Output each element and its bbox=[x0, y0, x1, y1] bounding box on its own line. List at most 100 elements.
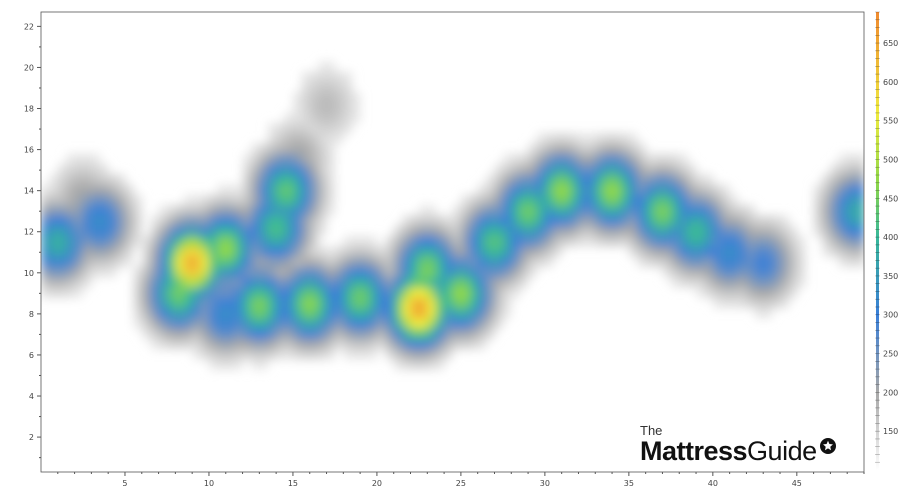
heat-cell bbox=[183, 194, 193, 206]
heat-cell bbox=[511, 194, 521, 206]
heat-cell bbox=[687, 256, 697, 268]
heat-cell bbox=[41, 215, 50, 227]
heat-cell bbox=[234, 235, 244, 247]
heat-cell bbox=[754, 287, 764, 299]
heat-cell bbox=[74, 287, 84, 299]
heat-cell bbox=[175, 225, 185, 237]
heat-cell bbox=[385, 307, 395, 319]
heat-cell bbox=[486, 235, 496, 247]
star-icon bbox=[822, 440, 833, 451]
heat-cell bbox=[91, 174, 101, 186]
heat-cell bbox=[855, 225, 864, 237]
heat-cell bbox=[687, 225, 697, 237]
heat-cell bbox=[225, 205, 235, 216]
heat-cell bbox=[469, 225, 479, 237]
heat-cell bbox=[460, 317, 470, 329]
heat-cell bbox=[746, 205, 756, 216]
heat-cell bbox=[259, 205, 269, 216]
heat-cell bbox=[309, 205, 319, 216]
heat-cell bbox=[771, 276, 781, 288]
heat-cell bbox=[318, 276, 328, 288]
heat-cell bbox=[578, 205, 588, 216]
heat-cell bbox=[469, 328, 479, 340]
heat-cell bbox=[133, 225, 143, 237]
heat-cell bbox=[822, 215, 832, 227]
heat-cell bbox=[343, 112, 353, 124]
heat-cell bbox=[284, 143, 294, 155]
heat-cell bbox=[99, 174, 109, 186]
heat-cell bbox=[838, 153, 848, 165]
heat-cell bbox=[620, 143, 630, 155]
heat-cell bbox=[124, 205, 134, 216]
heat-cell bbox=[82, 205, 92, 216]
heat-cell bbox=[771, 235, 781, 247]
heat-cell bbox=[528, 143, 538, 155]
heat-cell bbox=[444, 338, 454, 350]
heat-cell bbox=[679, 194, 689, 206]
heat-cell bbox=[746, 256, 756, 268]
heat-cell bbox=[301, 215, 311, 227]
heat-cell bbox=[66, 153, 76, 165]
heat-cell bbox=[267, 235, 277, 247]
heat-cell bbox=[183, 215, 193, 227]
heat-cell bbox=[696, 184, 706, 196]
heat-cell bbox=[217, 287, 227, 299]
heat-cell bbox=[586, 163, 596, 175]
heat-cell bbox=[645, 246, 655, 257]
heat-cell bbox=[234, 205, 244, 216]
heat-cell bbox=[460, 215, 470, 227]
heat-cell bbox=[309, 153, 319, 165]
heat-cell bbox=[855, 194, 864, 206]
heat-cell bbox=[49, 256, 59, 268]
heat-cell bbox=[729, 297, 739, 309]
plot-frame bbox=[40, 11, 865, 473]
heat-cell bbox=[225, 276, 235, 288]
heat-cell bbox=[385, 317, 395, 329]
heat-cell bbox=[444, 328, 454, 340]
heat-cell bbox=[292, 317, 302, 329]
heat-cell bbox=[486, 194, 496, 206]
heat-cell bbox=[637, 163, 647, 175]
heat-cell bbox=[712, 225, 722, 237]
heat-cell bbox=[82, 153, 92, 165]
heat-cell bbox=[771, 246, 781, 257]
heat-cell bbox=[368, 235, 378, 247]
heat-cell bbox=[309, 174, 319, 186]
heat-cell bbox=[74, 163, 84, 175]
heat-cell bbox=[217, 246, 227, 257]
heat-cell bbox=[494, 287, 504, 299]
heat-cell bbox=[729, 266, 739, 278]
heat-cell bbox=[116, 256, 126, 268]
heat-cell bbox=[570, 133, 580, 145]
heat-cell bbox=[292, 215, 302, 227]
heat-cell bbox=[586, 235, 596, 247]
heat-cell bbox=[225, 297, 235, 309]
heat-cells bbox=[41, 61, 864, 370]
heat-cell bbox=[57, 174, 67, 186]
heat-cell bbox=[66, 205, 76, 216]
heat-cell bbox=[494, 235, 504, 247]
heat-cell bbox=[234, 266, 244, 278]
heat-cell bbox=[183, 225, 193, 237]
heat-cell bbox=[309, 112, 319, 124]
heat-cell bbox=[57, 276, 67, 288]
heat-cell bbox=[410, 256, 420, 268]
heat-cell bbox=[259, 359, 269, 370]
heat-cell bbox=[301, 133, 311, 145]
heat-cell bbox=[267, 174, 277, 186]
heat-cell bbox=[418, 287, 428, 299]
heat-cell bbox=[234, 328, 244, 340]
heat-cell bbox=[158, 276, 168, 288]
heat-cell bbox=[91, 246, 101, 257]
heat-cell bbox=[334, 92, 344, 103]
heat-cell bbox=[435, 287, 445, 299]
heat-cell bbox=[670, 225, 680, 237]
heat-cell bbox=[847, 246, 857, 257]
heat-cell bbox=[595, 235, 605, 247]
heat-cell bbox=[259, 256, 269, 268]
heat-cell bbox=[822, 174, 832, 186]
heat-cell bbox=[150, 215, 160, 227]
heat-cell bbox=[334, 71, 344, 83]
heat-cell bbox=[385, 338, 395, 350]
heat-cell bbox=[242, 276, 252, 288]
